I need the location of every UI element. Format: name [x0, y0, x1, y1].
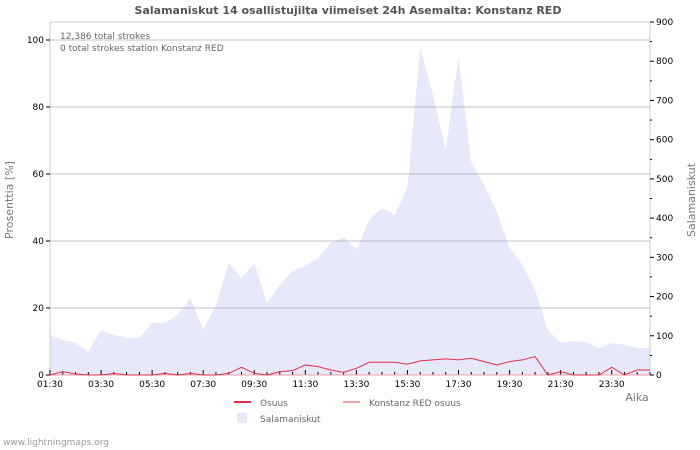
- x-axis-label: Aika: [625, 391, 649, 404]
- legend-konstanz-label: Konstanz RED osuus: [369, 399, 461, 409]
- info-total-strokes: 12,386 total strokes: [60, 32, 150, 42]
- y-right-tick-label: 600: [656, 136, 673, 146]
- y-left-tick-label: 100: [27, 36, 44, 46]
- footer-link[interactable]: www.lightningmaps.org: [3, 438, 109, 448]
- y-axis-right-label: Salamaniskut: [685, 162, 698, 237]
- y-left-tick-label: 20: [33, 304, 45, 314]
- plot-area: 0 20 40 60 80 100 0 100 200 300 400 500 600 700 800 900…: [27, 18, 674, 390]
- y-right-tick-label: 800: [656, 57, 673, 67]
- chart-title: Salamaniskut 14 osallistujilta viimeiset…: [135, 4, 562, 17]
- x-tick-label: 01:30: [37, 380, 63, 390]
- y-right-tick-label: 700: [656, 96, 673, 106]
- legend: Osuus Konstanz RED osuus Salamaniskut: [234, 399, 461, 425]
- y-right-tick-label: 0: [656, 371, 662, 381]
- y-right-tick-label: 300: [656, 253, 673, 263]
- x-tick-label: 03:30: [88, 380, 114, 390]
- legend-osuus-label: Osuus: [260, 399, 288, 409]
- legend-salamaniskut-label: Salamaniskut: [260, 415, 321, 425]
- x-tick-label: 05:30: [139, 380, 165, 390]
- x-tick-label: 17:30: [446, 380, 472, 390]
- y-right-tick-label: 100: [656, 332, 673, 342]
- y-left-tick-label: 60: [33, 170, 45, 180]
- osuus-line: [49, 356, 650, 376]
- x-tick-label: 11:30: [292, 380, 318, 390]
- y-left-tick-label: 40: [33, 237, 45, 247]
- x-tick-label: 15:30: [394, 380, 420, 390]
- salamaniskut-area: [50, 47, 650, 376]
- y-left-tick-label: 80: [33, 103, 45, 113]
- y-right-tick-label: 500: [656, 175, 673, 185]
- y-left-tick-label: 0: [38, 371, 44, 381]
- y-right-tick-label: 900: [656, 18, 673, 28]
- x-tick-label: 19:30: [497, 380, 523, 390]
- x-tick-label: 21:30: [548, 380, 574, 390]
- x-tick-label: 07:30: [190, 380, 216, 390]
- y-right-tick-label: 200: [656, 293, 673, 303]
- info-station-strokes: 0 total strokes station Konstanz RED: [60, 44, 224, 54]
- y-right-tick-label: 400: [656, 214, 673, 224]
- x-tick-label: 09:30: [241, 380, 267, 390]
- legend-salamaniskut-swatch: [237, 413, 247, 423]
- x-tick-label: 13:30: [343, 380, 369, 390]
- x-tick-label: 23:30: [599, 380, 625, 390]
- y-axis-left-label: Prosenttia [%]: [3, 161, 16, 239]
